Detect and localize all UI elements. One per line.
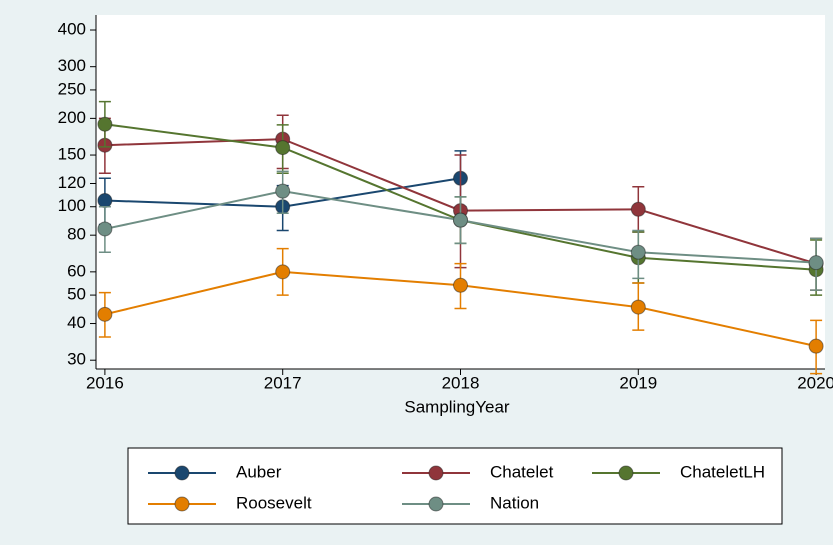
y-tick-label: 120 [58,173,86,192]
legend-marker [174,465,190,481]
x-tick-label: 2017 [264,373,302,392]
y-tick-label: 80 [67,225,86,244]
legend-label: Roosevelt [236,493,312,512]
marker [630,244,646,260]
legend-marker [428,496,444,512]
marker [630,201,646,217]
legend-label: Auber [236,462,282,481]
marker [275,264,291,280]
x-tick-label: 2018 [442,373,480,392]
marker [453,277,468,293]
y-tick-label: 150 [58,145,86,164]
marker [275,183,291,199]
marker [275,140,291,156]
legend-label: ChateletLH [680,462,765,481]
legend-box [127,447,783,525]
legend-label: Chatelet [490,462,554,481]
marker [808,338,824,354]
y-tick-label: 60 [67,261,86,280]
x-axis-title: SamplingYear [404,397,510,416]
marker [97,306,113,322]
marker [97,116,113,132]
y-tick-label: 50 [67,285,86,304]
legend-marker [174,496,190,512]
x-tick-label: 2020 [797,373,833,392]
marker [97,193,113,209]
y-tick-label: 100 [58,196,86,215]
y-tick-label: 400 [58,19,86,38]
marker [97,221,113,237]
marker [453,212,468,228]
y-tick-label: 40 [67,313,86,332]
marker [808,255,824,271]
x-tick-label: 2016 [86,373,124,392]
y-tick-label: 30 [67,350,86,369]
legend-label: Nation [490,493,539,512]
y-tick-label: 250 [58,79,86,98]
x-tick-label: 2019 [619,373,657,392]
legend-marker [428,465,444,481]
y-tick-label: 300 [58,56,86,75]
y-tick-label: 200 [58,108,86,127]
marker [630,299,646,315]
legend-marker [618,465,634,481]
